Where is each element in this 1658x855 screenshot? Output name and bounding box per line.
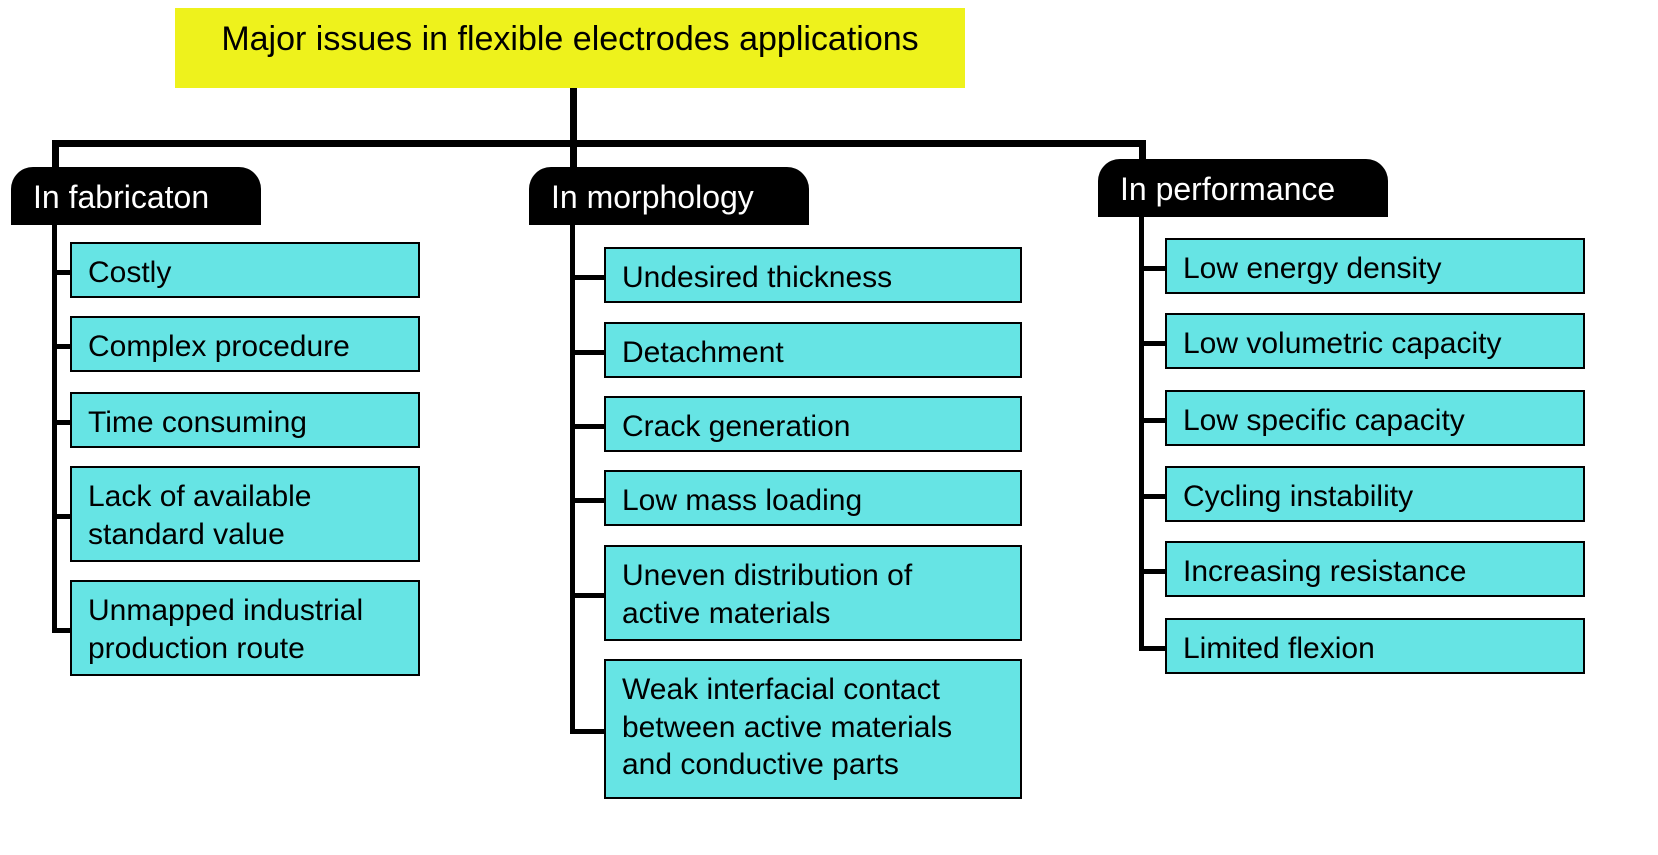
- item-cycling-instability: Cycling instability: [1165, 466, 1585, 522]
- item-low-volumetric-capacity-tick: [1139, 341, 1165, 346]
- item-low-energy-density: Low energy density: [1165, 238, 1585, 294]
- item-unmapped-route-tick: [52, 628, 70, 633]
- item-low-volumetric-capacity: Low volumetric capacity: [1165, 313, 1585, 369]
- item-costly: Costly: [70, 242, 420, 298]
- category-morphology-spine: [570, 223, 575, 734]
- item-weak-interfacial: Weak interfacial contact between active …: [604, 659, 1022, 799]
- item-uneven-distribution-tick: [570, 593, 604, 598]
- item-limited-flexion-tick: [1139, 646, 1165, 651]
- item-crack-generation: Crack generation: [604, 396, 1022, 452]
- category-fabrication-spine: [52, 223, 57, 633]
- item-undesired-thickness: Undesired thickness: [604, 247, 1022, 303]
- item-complex-procedure-tick: [52, 344, 70, 349]
- category-morphology-header: In morphology: [529, 167, 809, 225]
- item-low-specific-capacity-tick: [1139, 418, 1165, 423]
- item-undesired-thickness-tick: [570, 275, 604, 280]
- item-unmapped-route: Unmapped industrial production route: [70, 580, 420, 676]
- item-time-consuming: Time consuming: [70, 392, 420, 448]
- item-increasing-resistance: Increasing resistance: [1165, 541, 1585, 597]
- item-increasing-resistance-tick: [1139, 569, 1165, 574]
- item-limited-flexion: Limited flexion: [1165, 618, 1585, 674]
- category-performance-header: In performance: [1098, 159, 1388, 217]
- item-cycling-instability-tick: [1139, 494, 1165, 499]
- item-weak-interfacial-tick: [570, 729, 604, 734]
- category-fabrication-header: In fabricaton: [11, 167, 261, 225]
- item-uneven-distribution: Uneven distribution of active materials: [604, 545, 1022, 641]
- item-time-consuming-tick: [52, 420, 70, 425]
- item-complex-procedure: Complex procedure: [70, 316, 420, 372]
- connector-trunk: [570, 88, 577, 140]
- diagram-title: Major issues in flexible electrodes appl…: [175, 8, 965, 88]
- item-costly-tick: [52, 270, 70, 275]
- item-lack-standard-tick: [52, 514, 70, 519]
- connector-horizontal: [52, 140, 1144, 147]
- item-detachment-tick: [570, 350, 604, 355]
- item-crack-generation-tick: [570, 424, 604, 429]
- item-low-mass-loading: Low mass loading: [604, 470, 1022, 526]
- item-low-mass-loading-tick: [570, 498, 604, 503]
- category-performance-spine: [1139, 215, 1144, 651]
- item-detachment: Detachment: [604, 322, 1022, 378]
- item-low-energy-density-tick: [1139, 266, 1165, 271]
- item-lack-standard: Lack of available standard value: [70, 466, 420, 562]
- item-low-specific-capacity: Low specific capacity: [1165, 390, 1585, 446]
